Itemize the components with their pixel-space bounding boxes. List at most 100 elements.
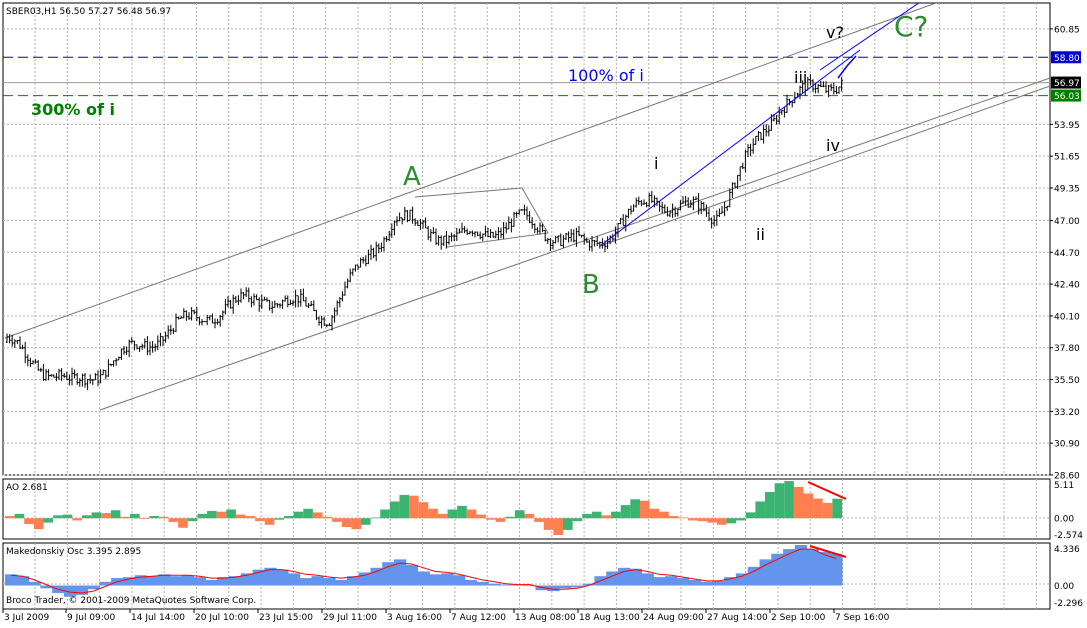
ao-axis-label: 0.00: [1054, 515, 1074, 525]
mak-divergence-line: [809, 545, 847, 558]
price-marker-58.80: [1051, 51, 1081, 64]
fib-label-300: 300% of i: [31, 100, 115, 119]
ao-bar: [736, 518, 746, 521]
ao-bar: [5, 516, 15, 519]
ao-bar: [582, 513, 592, 519]
copyright-text: Broco Trader, © 2001-2009 MetaQuotes Sof…: [6, 596, 256, 606]
ao-bar: [207, 510, 217, 519]
wave-labels: A B C? i ii iii iv v? 100% of i 300% of …: [31, 10, 928, 300]
mak-bar: [830, 553, 843, 586]
time-axis-label: 29 Jul 11:00: [323, 613, 377, 623]
wave-label-ii: ii: [756, 225, 765, 244]
ao-bar: [81, 515, 92, 519]
mak-bar: [429, 574, 442, 586]
mak-bar: [87, 585, 100, 590]
ao-bar: [668, 516, 679, 519]
ao-bar: [457, 505, 467, 519]
time-axis-label: 7 Sep 16:00: [835, 613, 890, 623]
ao-header: AO 2.681: [6, 483, 48, 493]
price-tick-label: 35.50: [1054, 376, 1080, 386]
ao-bar: [158, 516, 169, 519]
ao-bar: [572, 518, 583, 522]
wave-label-b: B: [582, 270, 600, 300]
ao-bar: [409, 495, 419, 519]
mak-bar: [28, 581, 41, 586]
mak-bar: [559, 585, 572, 589]
time-axis-label: 7 Aug 12:00: [451, 613, 506, 623]
ao-bar: [53, 515, 63, 519]
mak-header: Makedonskiy Osc 3.395 2.895: [6, 547, 141, 557]
mak-bar: [217, 577, 230, 586]
mak-bar: [417, 571, 430, 586]
ao-bar: [72, 518, 82, 521]
mak-bar: [134, 575, 147, 586]
price-bars: [5, 73, 843, 391]
fib-label-100: 100% of i: [568, 66, 644, 85]
ao-bar: [110, 510, 121, 519]
mak-histogram: [5, 545, 843, 597]
ao-bar: [322, 516, 333, 519]
ao-bar: [466, 509, 477, 519]
ao-bar: [43, 518, 54, 523]
wave-channel-line: [599, 85, 1050, 247]
time-axis-label: 23 Jul 15:00: [259, 613, 313, 623]
wave-label-v: v?: [826, 23, 844, 42]
mak-bar: [747, 566, 760, 586]
time-axis-label: 3 Jul 2009: [4, 613, 49, 623]
ao-bar: [678, 517, 689, 519]
price-tick-label: 47.00: [1054, 217, 1080, 227]
mak-bar: [806, 549, 819, 586]
ao-bar: [620, 505, 631, 519]
ao-bar: [399, 494, 410, 519]
main-grid: [3, 3, 1050, 476]
ao-bar: [245, 516, 256, 519]
mak-bar: [653, 577, 666, 586]
time-axis-label: 20 Jul 10:00: [195, 613, 249, 623]
ao-bar: [428, 508, 438, 519]
ao-bar: [534, 518, 544, 522]
time-axis-label: 24 Aug 09:00: [643, 613, 704, 623]
mak-bar: [40, 585, 53, 589]
blue-trend-line: [599, 49, 861, 247]
ao-bar: [601, 515, 612, 519]
ao-bar: [168, 518, 179, 522]
wave-label-i: i: [654, 154, 658, 173]
ao-bar: [437, 513, 448, 519]
mak-axis-label: 0.00: [1054, 582, 1074, 592]
mak-bar: [688, 579, 702, 586]
ao-bar: [62, 514, 73, 519]
ao-bar: [543, 518, 554, 530]
price-tick-label: 60.85: [1054, 25, 1080, 35]
time-axis: 3 Jul 2009 9 Jul 09:00 14 Jul 14:00 20 Jul …: [2, 609, 890, 623]
main-panel: [2, 2, 1051, 476]
mak-bar: [606, 571, 619, 586]
mak-bar: [712, 580, 725, 586]
price-tick-label: 37.80: [1054, 344, 1080, 354]
price-marker-label: 58.80: [1054, 54, 1080, 64]
mak-bar: [205, 579, 218, 586]
ao-bar: [524, 513, 535, 519]
ao-bar: [187, 518, 198, 522]
mak-bar: [724, 577, 737, 586]
ao-bar: [332, 518, 342, 522]
mak-bar: [193, 577, 206, 586]
ao-bar: [514, 510, 525, 519]
ao-bar: [149, 516, 159, 519]
ao-bar: [264, 518, 275, 525]
mak-signal-line: [10, 548, 837, 594]
sub-axis: 5.11 0.00 -2.574 4.336 0.00 -2.296: [1054, 481, 1083, 609]
ao-bar: [389, 501, 400, 519]
ao-bar: [793, 486, 804, 519]
mak-bar: [641, 573, 654, 586]
price-tick-label: 30.90: [1054, 440, 1080, 450]
mak-bar: [370, 567, 383, 586]
ao-bar: [591, 511, 602, 519]
mak-bar: [500, 584, 513, 586]
ao-bar: [360, 518, 371, 525]
mak-bar: [452, 575, 466, 586]
ao-bar: [216, 511, 227, 519]
ao-bar: [33, 518, 44, 530]
mak-bar: [63, 585, 77, 597]
wave-label-iv: iv: [826, 136, 840, 155]
